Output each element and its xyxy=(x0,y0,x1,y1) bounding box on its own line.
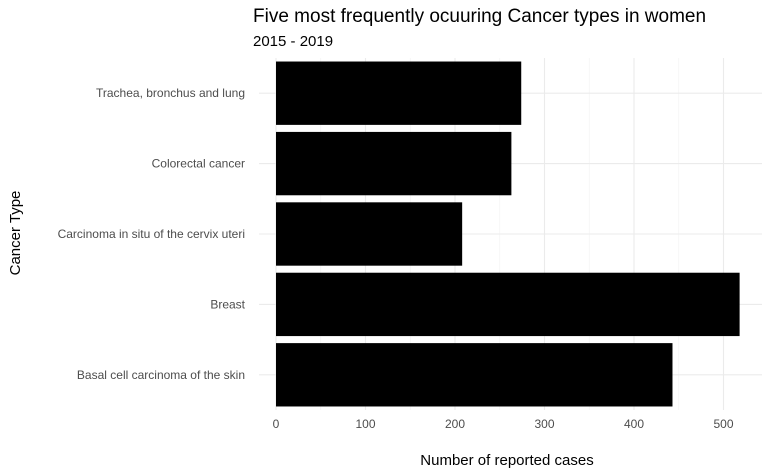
x-tick-label: 200 xyxy=(445,417,465,431)
bar xyxy=(276,343,673,407)
chart-subtitle: 2015 - 2019 xyxy=(253,33,333,50)
y-tick-labels: Basal cell carcinoma of the skin Breast Ca… xyxy=(58,86,246,382)
bar xyxy=(276,61,522,125)
y-tick-label: Basal cell carcinoma of the skin xyxy=(77,368,245,382)
x-tick-label: 500 xyxy=(713,417,733,431)
x-tick-label: 300 xyxy=(534,417,554,431)
x-axis-title: Number of reported cases xyxy=(420,452,593,469)
y-tick-label: Trachea, bronchus and lung xyxy=(96,86,245,100)
bars xyxy=(276,61,740,407)
x-tick-labels: 0 100 200 300 400 500 xyxy=(273,417,734,431)
bar xyxy=(276,131,512,196)
x-tick-label: 100 xyxy=(355,417,375,431)
y-axis-title: Cancer Type xyxy=(7,191,24,276)
y-tick-label: Carcinoma in situ of the cervix uteri xyxy=(58,227,245,241)
y-tick-label: Breast xyxy=(210,297,245,311)
x-tick-label: 0 xyxy=(273,417,280,431)
bar xyxy=(276,272,740,337)
y-tick-label: Colorectal cancer xyxy=(152,157,245,171)
chart-title: Five most frequently ocuuring Cancer typ… xyxy=(253,6,706,27)
bar xyxy=(276,202,463,266)
x-tick-label: 400 xyxy=(624,417,644,431)
